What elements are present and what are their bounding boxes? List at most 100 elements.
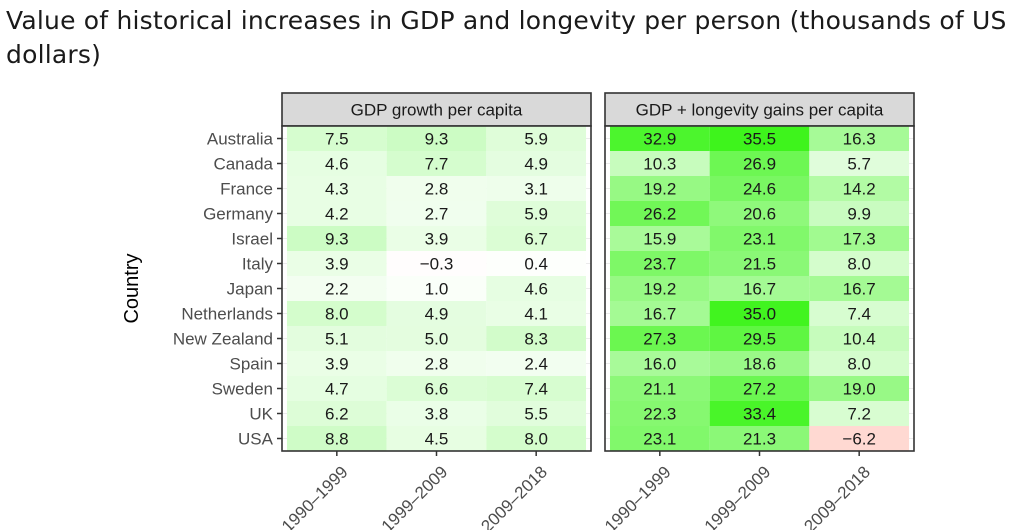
- heatmap-cell: [286, 151, 387, 176]
- cell-value-label: 15.9: [643, 230, 676, 249]
- heatmap-cell: [386, 201, 487, 226]
- cell-value-label: 6.6: [425, 380, 449, 399]
- cell-value-label: 2.8: [425, 180, 449, 199]
- cell-value-label: 32.9: [643, 130, 676, 149]
- cell-value-label: 3.9: [325, 355, 349, 374]
- heatmap-cell: [809, 301, 910, 326]
- cell-value-label: 10.3: [643, 155, 676, 174]
- cell-value-label: 8.0: [524, 430, 548, 449]
- x-tick-label: 1990–1999: [601, 462, 675, 530]
- cell-value-label: 10.4: [843, 330, 876, 349]
- heatmap-cell: [486, 426, 587, 451]
- cell-value-label: 35.0: [743, 305, 776, 324]
- cell-value-label: 8.3: [524, 330, 548, 349]
- y-tick-label: Netherlands: [181, 305, 273, 324]
- heatmap-cell: [809, 376, 910, 401]
- heatmap-cell: [709, 276, 810, 301]
- cell-value-label: 2.7: [425, 205, 449, 224]
- cell-value-label: 20.6: [743, 205, 776, 224]
- heatmap-cell: [809, 226, 910, 251]
- cell-value-label: 23.1: [743, 230, 776, 249]
- cell-value-label: 3.8: [425, 405, 449, 424]
- cell-value-label: 24.6: [743, 180, 776, 199]
- heatmap-cell: [386, 126, 487, 151]
- heatmap-cell: [609, 176, 710, 201]
- heatmap-cell: [609, 276, 710, 301]
- x-tick-label: 2009–2018: [800, 462, 874, 530]
- cell-value-label: 26.9: [743, 155, 776, 174]
- cell-value-label: 5.1: [325, 330, 349, 349]
- heatmap-cell: [709, 426, 810, 451]
- heatmap-cell: [709, 326, 810, 351]
- cell-value-label: 2.2: [325, 280, 349, 299]
- x-tick-label: 2009–2018: [477, 462, 551, 530]
- heatmap-cell: [609, 301, 710, 326]
- cell-value-label: 4.5: [425, 430, 449, 449]
- x-tick-label: 1999–2009: [378, 462, 452, 530]
- cell-value-label: 7.2: [847, 405, 871, 424]
- cell-value-label: 19.0: [843, 380, 876, 399]
- heatmap-cell: [609, 376, 710, 401]
- heatmap-cell: [486, 176, 587, 201]
- heatmap-cell: [809, 126, 910, 151]
- cell-value-label: 8.8: [325, 430, 349, 449]
- heatmap-cell: [486, 126, 587, 151]
- heatmap-cell: [609, 326, 710, 351]
- heatmap-cell: [609, 251, 710, 276]
- y-tick-label: New Zealand: [173, 330, 273, 349]
- cell-value-label: 6.7: [524, 230, 548, 249]
- heatmap-cell: [709, 351, 810, 376]
- cell-value-label: 27.2: [743, 380, 776, 399]
- cell-value-label: 35.5: [743, 130, 776, 149]
- heatmap-cell: [709, 151, 810, 176]
- heatmap-cell: [486, 326, 587, 351]
- cell-value-label: 8.0: [847, 355, 871, 374]
- panel-strip-label: GDP growth per capita: [351, 101, 523, 120]
- cell-value-label: 3.9: [325, 255, 349, 274]
- cell-value-label: 2.4: [524, 355, 548, 374]
- heatmap-cell: [286, 251, 387, 276]
- cell-value-label: 18.6: [743, 355, 776, 374]
- heatmap-cell: [709, 226, 810, 251]
- cell-value-label: 19.2: [643, 280, 676, 299]
- chart-title: Value of historical increases in GDP and…: [6, 6, 1007, 69]
- cell-value-label: 5.0: [425, 330, 449, 349]
- heatmap-cell: [609, 151, 710, 176]
- cell-value-label: 16.3: [843, 130, 876, 149]
- y-tick-label: Japan: [227, 280, 273, 299]
- cell-value-label: 4.9: [425, 305, 449, 324]
- panel-strip: [604, 92, 915, 127]
- heatmap-cell: [386, 251, 487, 276]
- heatmap-cell: [809, 326, 910, 351]
- cell-value-label: 19.2: [643, 180, 676, 199]
- heatmap-cell: [386, 176, 487, 201]
- heatmap-cell: [486, 351, 587, 376]
- y-tick-label: Italy: [242, 255, 274, 274]
- heatmap-cell: [809, 276, 910, 301]
- y-tick-label: Canada: [213, 155, 273, 174]
- heatmap-cell: [486, 401, 587, 426]
- cell-value-label: 3.9: [425, 230, 449, 249]
- cell-value-label: 4.1: [524, 305, 548, 324]
- cell-value-label: 17.3: [843, 230, 876, 249]
- heatmap-cell: [809, 201, 910, 226]
- cell-value-label: 5.9: [524, 130, 548, 149]
- heatmap-cell: [386, 226, 487, 251]
- heatmap-cell: [709, 401, 810, 426]
- heatmap-cell: [286, 376, 387, 401]
- heatmap-cell: [709, 251, 810, 276]
- heatmap-cell: [709, 301, 810, 326]
- cell-value-label: 33.4: [743, 405, 776, 424]
- heatmap-cell: [809, 151, 910, 176]
- cell-value-label: 7.7: [425, 155, 449, 174]
- y-axis-title: Country: [121, 253, 143, 323]
- heatmap-cell: [286, 276, 387, 301]
- x-tick-label: 1990–1999: [278, 462, 352, 530]
- heatmap-cell: [386, 351, 487, 376]
- heatmap-cell: [609, 126, 710, 151]
- heatmap-cell: [809, 176, 910, 201]
- cell-value-label: 4.3: [325, 180, 349, 199]
- cell-value-label: 29.5: [743, 330, 776, 349]
- cell-value-label: 16.7: [743, 280, 776, 299]
